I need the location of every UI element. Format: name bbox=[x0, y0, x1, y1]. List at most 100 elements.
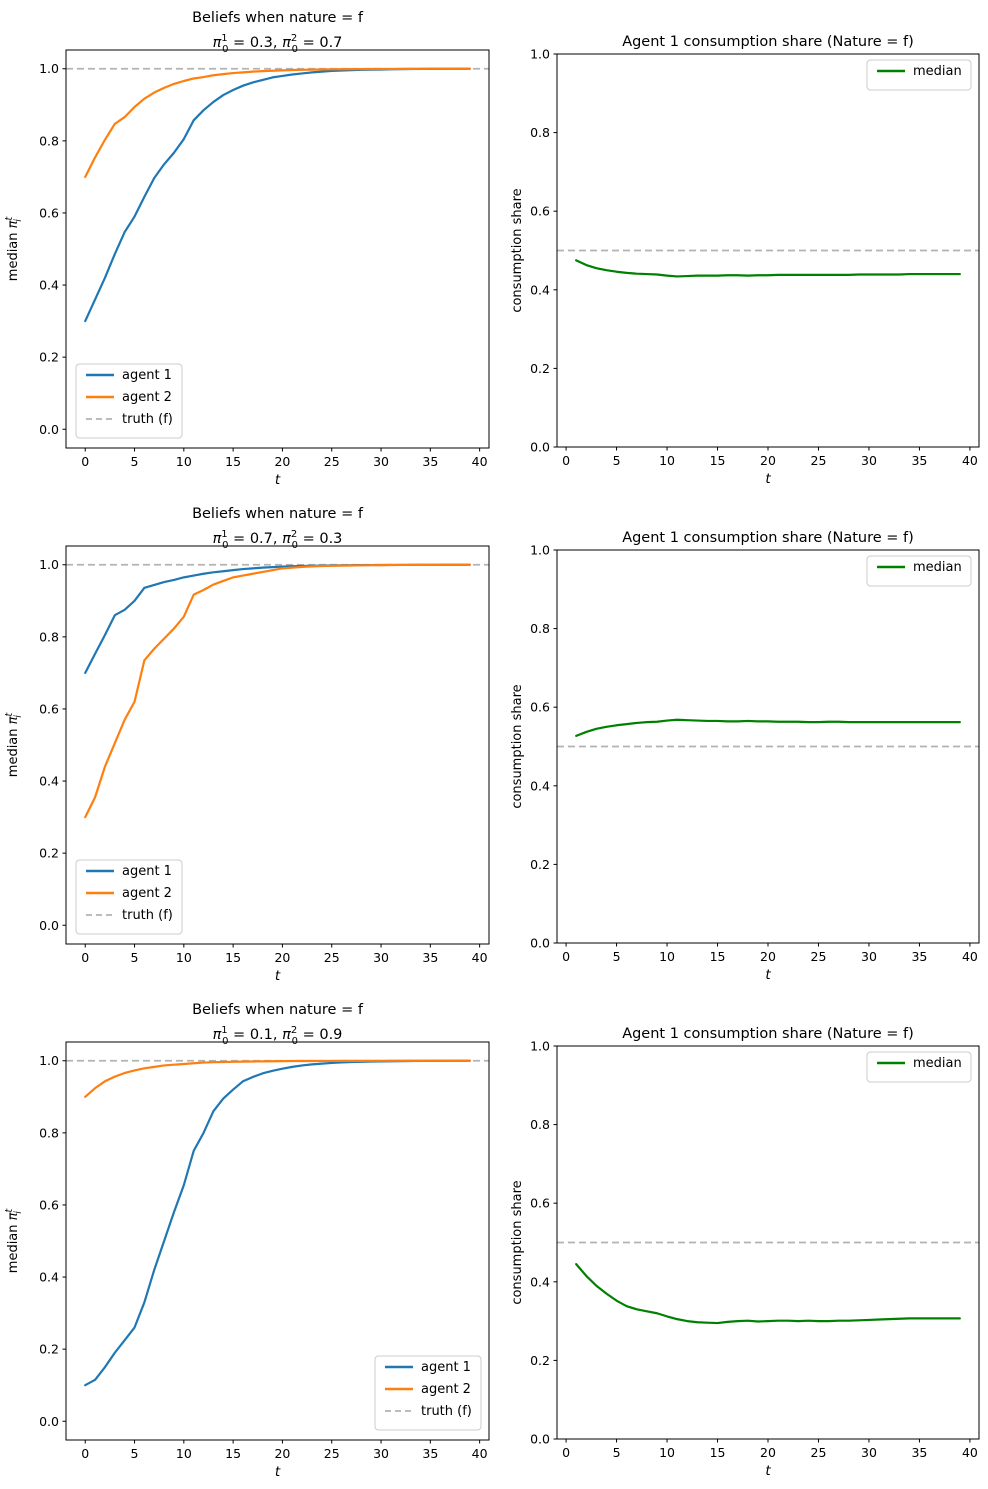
x-tick-label: 30 bbox=[373, 454, 389, 469]
legend-box bbox=[75, 363, 183, 439]
y-tick-label: 0.4 bbox=[39, 1270, 59, 1285]
x-axis-label: t bbox=[765, 471, 771, 487]
panel-title: Beliefs when nature = f bbox=[192, 10, 364, 26]
x-tick-label: 15 bbox=[710, 453, 726, 468]
y-tick-label: 0.2 bbox=[530, 361, 550, 376]
y-axis-label: consumption share bbox=[510, 1180, 525, 1304]
legend-label: agent 1 bbox=[421, 1360, 471, 1375]
legend-box bbox=[866, 555, 972, 587]
y-axis-label: consumption share bbox=[510, 684, 525, 808]
x-tick-label: 5 bbox=[613, 949, 621, 964]
y-axis-label: median πti bbox=[4, 712, 24, 778]
y-tick-label: 0.4 bbox=[39, 278, 59, 293]
agent-2-line bbox=[84, 67, 471, 178]
y-tick-label: 0.2 bbox=[39, 846, 59, 861]
legend-label: median bbox=[913, 1056, 962, 1071]
x-tick-label: 35 bbox=[422, 950, 438, 965]
x-tick-label: 0 bbox=[562, 949, 570, 964]
y-tick-label: 0.8 bbox=[530, 621, 550, 636]
y-tick-label: 0.4 bbox=[530, 1274, 550, 1289]
legend-label: agent 2 bbox=[421, 1382, 471, 1397]
x-tick-label: 40 bbox=[962, 1445, 978, 1460]
x-tick-label: 40 bbox=[962, 453, 978, 468]
agent-1-line bbox=[84, 563, 471, 674]
x-tick-label: 10 bbox=[176, 454, 192, 469]
y-tick-label: 1.0 bbox=[530, 47, 550, 62]
legend: agent 1 agent 2 truth (f) bbox=[374, 1355, 482, 1431]
y-tick-label: 0.0 bbox=[530, 936, 550, 951]
median-line bbox=[575, 1263, 961, 1325]
x-tick-label: 30 bbox=[373, 1446, 389, 1461]
axes-spines bbox=[65, 545, 490, 945]
y-tick-label: 0.2 bbox=[530, 1353, 550, 1368]
x-tick-label: 25 bbox=[324, 454, 340, 469]
x-tick-label: 20 bbox=[760, 1445, 776, 1460]
x-tick-label: 30 bbox=[373, 950, 389, 965]
y-tick-label: 0.8 bbox=[39, 133, 59, 148]
y-tick-label: 1.0 bbox=[39, 557, 59, 572]
legend-box bbox=[374, 1355, 482, 1431]
legend-box bbox=[75, 859, 183, 935]
y-tick-label: 0.6 bbox=[530, 700, 550, 715]
y-tick-label: 0.6 bbox=[530, 204, 550, 219]
y-tick-label: 0.4 bbox=[530, 778, 550, 793]
x-tick-label: 40 bbox=[472, 1446, 488, 1461]
legend: agent 1 agent 2 truth (f) bbox=[75, 363, 183, 439]
legend: median bbox=[866, 59, 972, 91]
legend: median bbox=[866, 1051, 972, 1083]
x-tick-label: 35 bbox=[911, 453, 927, 468]
x-tick-label: 15 bbox=[710, 949, 726, 964]
x-tick-label: 35 bbox=[422, 1446, 438, 1461]
panel-title: Agent 1 consumption share (Nature = f) bbox=[622, 530, 914, 546]
x-tick-label: 10 bbox=[176, 950, 192, 965]
x-tick-label: 20 bbox=[760, 453, 776, 468]
y-tick-label: 0.0 bbox=[39, 422, 59, 437]
y-tick-label: 1.0 bbox=[39, 61, 59, 76]
agent-1-line bbox=[84, 1059, 471, 1387]
legend-label: median bbox=[913, 560, 962, 575]
x-tick-label: 30 bbox=[861, 453, 877, 468]
x-tick-label: 35 bbox=[911, 1445, 927, 1460]
y-tick-label: 0.2 bbox=[39, 350, 59, 365]
legend-label: agent 2 bbox=[122, 886, 172, 901]
panel-subtitle: π1 0 = 0.3, π2 0 = 0.7 bbox=[213, 33, 343, 55]
panel-subtitle: π1 0 = 0.7, π2 0 = 0.3 bbox=[213, 529, 343, 551]
agent-1-line bbox=[84, 67, 471, 323]
y-tick-label: 0.6 bbox=[39, 205, 59, 220]
x-tick-label: 0 bbox=[81, 1446, 89, 1461]
legend: agent 1 agent 2 truth (f) bbox=[75, 859, 183, 935]
y-tick-label: 0.0 bbox=[39, 918, 59, 933]
x-tick-label: 0 bbox=[81, 950, 89, 965]
agent-2-line bbox=[84, 1059, 471, 1098]
legend: median bbox=[866, 555, 972, 587]
y-tick-label: 0.8 bbox=[530, 125, 550, 140]
y-axis-label: median πti bbox=[4, 1208, 24, 1274]
legend-box bbox=[866, 1051, 972, 1083]
y-tick-label: 0.8 bbox=[530, 1117, 550, 1132]
y-axis-label: median πti bbox=[4, 216, 24, 282]
x-tick-label: 15 bbox=[225, 454, 241, 469]
x-tick-label: 40 bbox=[962, 949, 978, 964]
panel-title: Agent 1 consumption share (Nature = f) bbox=[622, 1026, 914, 1042]
x-tick-label: 30 bbox=[861, 949, 877, 964]
panel-title: Beliefs when nature = f bbox=[192, 1002, 364, 1018]
x-axis-label: t bbox=[765, 1463, 771, 1479]
subplot-beliefs-row2: Beliefs when nature = f π1 0 = 0.7, π2 0 = … bbox=[4, 506, 490, 984]
x-tick-label: 40 bbox=[472, 454, 488, 469]
x-tick-label: 5 bbox=[131, 1446, 139, 1461]
y-tick-label: 0.6 bbox=[39, 1197, 59, 1212]
x-tick-label: 20 bbox=[274, 950, 290, 965]
y-tick-label: 0.8 bbox=[39, 629, 59, 644]
legend-label: agent 2 bbox=[122, 390, 172, 405]
agent-2-line bbox=[84, 563, 471, 819]
x-tick-label: 5 bbox=[613, 1445, 621, 1460]
x-tick-label: 0 bbox=[562, 453, 570, 468]
x-tick-label: 5 bbox=[613, 453, 621, 468]
median-line bbox=[575, 259, 961, 278]
x-tick-label: 10 bbox=[659, 1445, 675, 1460]
panel-title: Beliefs when nature = f bbox=[192, 506, 364, 522]
panel-title: Agent 1 consumption share (Nature = f) bbox=[622, 34, 914, 50]
y-tick-label: 0.4 bbox=[530, 282, 550, 297]
x-tick-label: 0 bbox=[81, 454, 89, 469]
